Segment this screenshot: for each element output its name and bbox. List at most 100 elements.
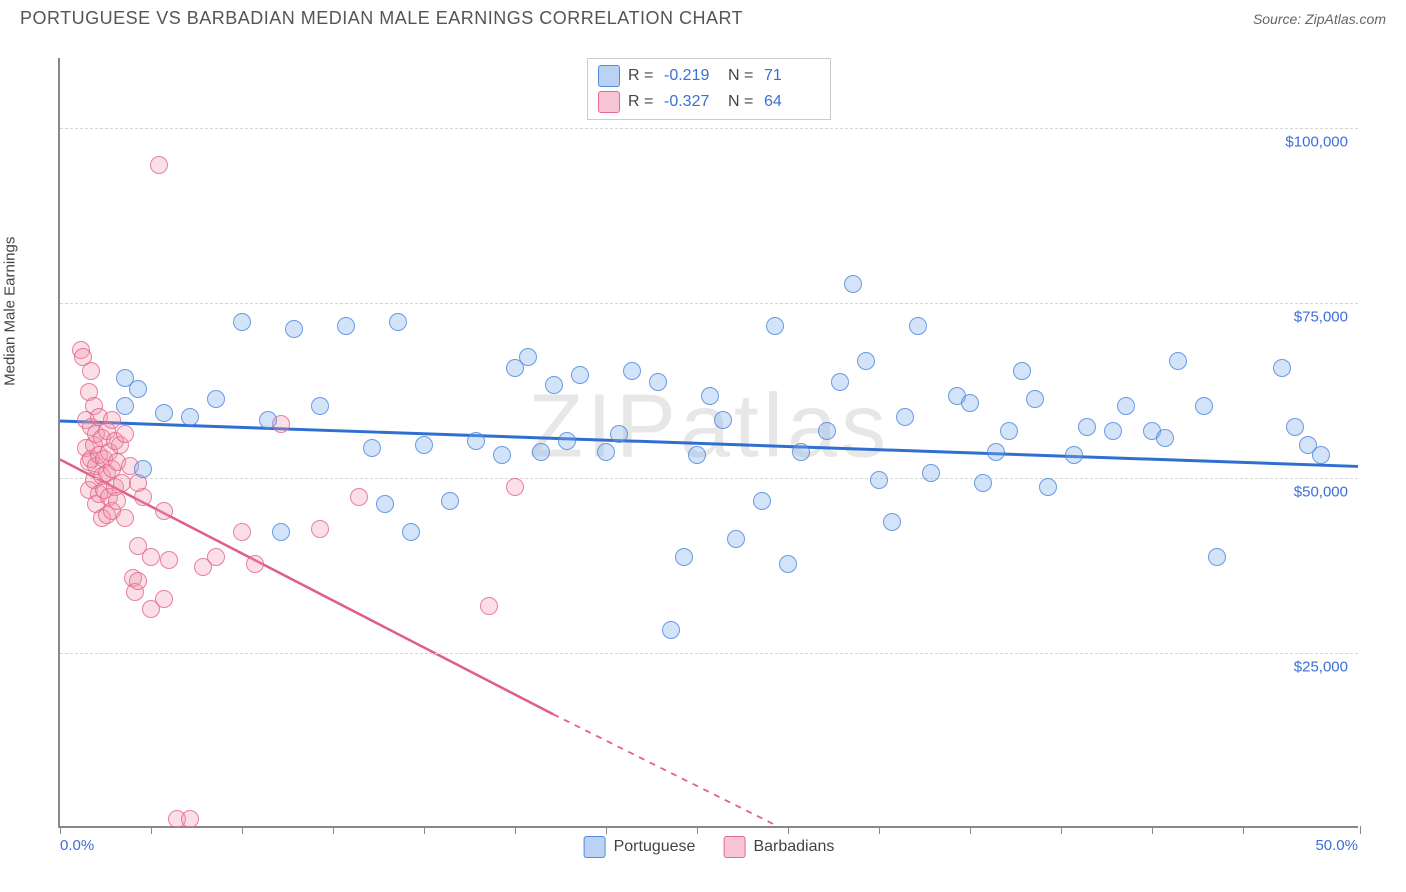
x-axis-tick [879,826,880,834]
y-axis-tick-label: $100,000 [1285,134,1348,151]
data-point [1117,397,1135,415]
data-point [363,439,381,457]
data-point [1156,429,1174,447]
data-point [1078,418,1096,436]
data-point [1208,548,1226,566]
data-point [134,488,152,506]
data-point [1039,478,1057,496]
gridline [60,128,1358,129]
data-point [714,411,732,429]
x-axis-tick [606,826,607,834]
data-point [974,474,992,492]
data-point [480,597,498,615]
legend-swatch-pink [598,91,620,113]
data-point [129,380,147,398]
data-point [108,492,126,510]
data-point [272,523,290,541]
data-point [155,404,173,422]
data-point [1286,418,1304,436]
legend-swatch-pink [723,836,745,858]
legend-item-portuguese: Portuguese [584,836,696,858]
x-axis-tick [1360,826,1361,834]
data-point [688,446,706,464]
data-point [883,513,901,531]
data-point [662,621,680,639]
data-point [181,810,199,828]
data-point [766,317,784,335]
legend-r-value-pink: -0.327 [664,93,720,111]
data-point [909,317,927,335]
data-point [1013,362,1031,380]
x-axis-tick [424,826,425,834]
data-point [441,492,459,510]
legend-r-label: R = [628,93,656,111]
data-point [116,397,134,415]
data-point [1273,359,1291,377]
legend-item-barbadians: Barbadians [723,836,834,858]
data-point [701,387,719,405]
data-point [82,362,100,380]
series-legend: Portuguese Barbadians [584,836,835,858]
data-point [116,425,134,443]
data-point [844,275,862,293]
data-point [987,443,1005,461]
legend-r-value-blue: -0.219 [664,67,720,85]
data-point [558,432,576,450]
data-point [129,572,147,590]
data-point [402,523,420,541]
data-point [727,530,745,548]
data-point [779,555,797,573]
data-point [233,313,251,331]
data-point [337,317,355,335]
data-point [545,376,563,394]
legend-swatch-blue [598,65,620,87]
legend-row-pink: R = -0.327 N = 64 [598,89,820,115]
legend-swatch-blue [584,836,606,858]
data-point [818,422,836,440]
data-point [1000,422,1018,440]
chart-title: PORTUGUESE VS BARBADIAN MEDIAN MALE EARN… [20,8,743,29]
legend-n-label: N = [728,93,756,111]
gridline [60,653,1358,654]
y-axis-tick-label: $75,000 [1294,309,1348,326]
data-point [1195,397,1213,415]
data-point [857,352,875,370]
x-axis-tick [970,826,971,834]
gridline [60,303,1358,304]
x-axis-tick [1243,826,1244,834]
data-point [350,488,368,506]
data-point [415,436,433,454]
legend-n-value-pink: 64 [764,93,820,111]
data-point [532,443,550,461]
data-point [493,446,511,464]
data-point [285,320,303,338]
legend-label: Barbadians [753,838,834,856]
x-axis-tick [151,826,152,834]
data-point [1026,390,1044,408]
x-axis-tick [1061,826,1062,834]
chart-container: Median Male Earnings ZIPatlas R = -0.219… [20,42,1386,862]
data-point [311,397,329,415]
data-point [753,492,771,510]
legend-n-label: N = [728,67,756,85]
x-axis-tick [515,826,516,834]
data-point [610,425,628,443]
data-point [259,411,277,429]
x-axis-tick [1152,826,1153,834]
data-point [1104,422,1122,440]
x-axis-tick [60,826,61,834]
data-point [597,443,615,461]
data-point [506,478,524,496]
data-point [134,460,152,478]
data-point [961,394,979,412]
source-attribution: Source: ZipAtlas.com [1253,11,1386,27]
x-axis-tick [242,826,243,834]
data-point [207,548,225,566]
data-point [519,348,537,366]
data-point [831,373,849,391]
y-axis-tick-label: $25,000 [1294,659,1348,676]
data-point [571,366,589,384]
data-point [181,408,199,426]
data-point [233,523,251,541]
data-point [311,520,329,538]
